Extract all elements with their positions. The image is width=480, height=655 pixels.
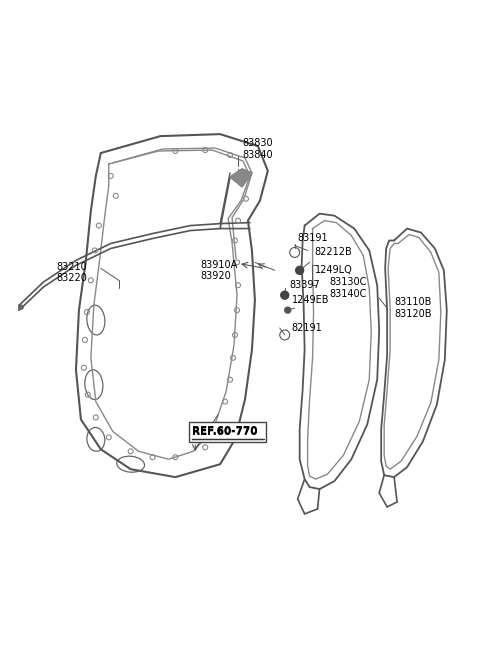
Text: 83130C
83140C: 83130C 83140C [329, 278, 367, 299]
Text: 82191: 82191 [292, 323, 323, 333]
FancyBboxPatch shape [189, 422, 266, 442]
Text: 1249LQ: 1249LQ [314, 265, 352, 275]
Text: 83830
83840: 83830 83840 [242, 138, 273, 160]
Text: 83397: 83397 [290, 280, 321, 290]
Text: 83210
83220: 83210 83220 [56, 261, 87, 283]
Text: 1249EB: 1249EB [292, 295, 329, 305]
Polygon shape [230, 169, 252, 187]
Text: 83910A
83920: 83910A 83920 [200, 259, 238, 281]
Text: 83110B
83120B: 83110B 83120B [394, 297, 432, 319]
Circle shape [281, 291, 288, 299]
Text: 83191: 83191 [298, 233, 328, 242]
Text: REF.60-770: REF.60-770 [192, 428, 258, 438]
Circle shape [296, 267, 304, 274]
Circle shape [19, 305, 23, 309]
Circle shape [285, 307, 291, 313]
Text: REF.60-770: REF.60-770 [192, 426, 258, 436]
Text: 82212B: 82212B [314, 248, 352, 257]
